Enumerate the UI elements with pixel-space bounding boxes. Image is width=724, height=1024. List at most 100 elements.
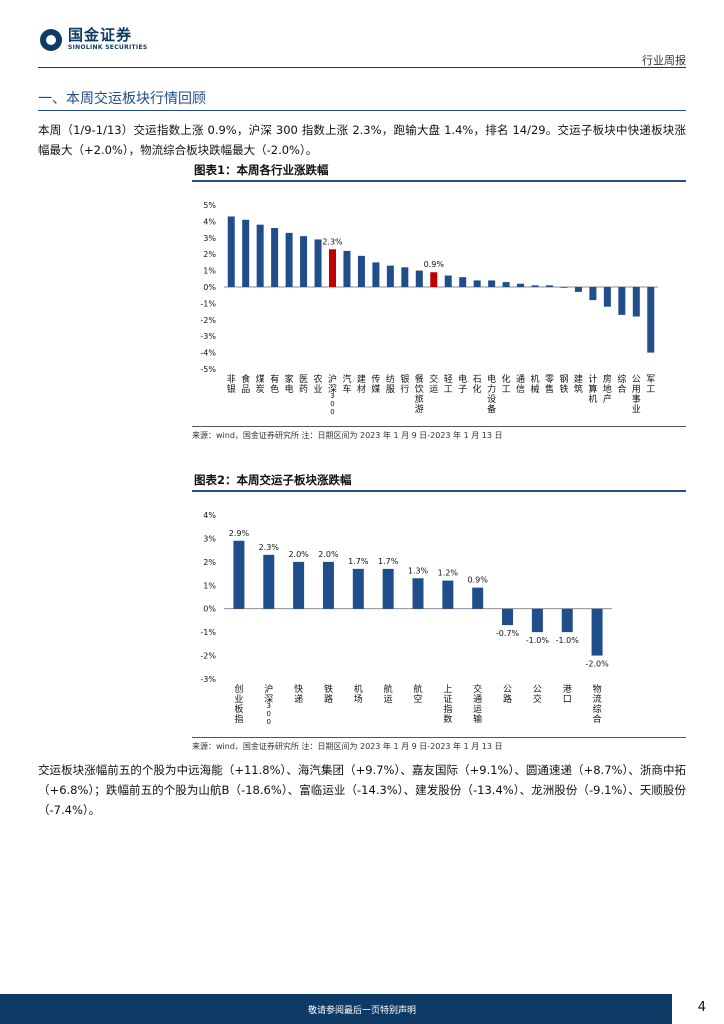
- y-tick-label: -4%: [200, 349, 216, 358]
- y-tick-label: 3%: [203, 534, 216, 543]
- bar: [256, 224, 264, 287]
- category-label: 餐饮旅游: [415, 373, 424, 415]
- bar: [352, 568, 364, 609]
- section-divider: [38, 110, 686, 111]
- bar: [488, 280, 496, 287]
- y-tick-label: -2%: [200, 652, 216, 661]
- y-tick-label: -3%: [200, 675, 216, 684]
- bar: [618, 287, 626, 315]
- category-label: 快递: [294, 683, 303, 705]
- paragraph-stocks: 交运板块涨幅前五的个股为中远海能（+11.8%）、海汽集团（+9.7%）、嘉友国…: [38, 763, 686, 817]
- category-label: 汽车: [342, 373, 351, 395]
- y-tick-label: 3%: [203, 234, 216, 243]
- bar: [560, 287, 568, 288]
- y-tick-label: -2%: [200, 316, 216, 325]
- data-label: -2.0%: [585, 660, 609, 669]
- y-tick-label: 1%: [203, 581, 216, 590]
- footer-disclaimer: 敬请参阅最后一页特别声明: [307, 1006, 416, 1016]
- logo-cn-text: 国金证券: [68, 26, 133, 44]
- y-tick-label: 1%: [203, 267, 216, 276]
- bar: [531, 608, 543, 633]
- y-tick-label: 0%: [203, 283, 216, 292]
- bar: [473, 280, 481, 287]
- category-label: 沪深 3 0 0: [328, 373, 337, 416]
- bar: [444, 275, 452, 287]
- category-label: 非银: [227, 373, 236, 395]
- category-label: 军工: [646, 374, 655, 395]
- bar: [357, 255, 365, 287]
- bar: [561, 608, 573, 633]
- category-label: 上证指数: [443, 684, 452, 725]
- y-tick-label: 0%: [203, 605, 216, 614]
- figure1-source-line: [192, 426, 686, 427]
- category-label: 纺服: [386, 373, 395, 395]
- bar: [574, 287, 582, 292]
- y-tick-label: -1%: [200, 299, 216, 308]
- bar: [546, 285, 553, 287]
- page-number: 4: [697, 1000, 706, 1015]
- category-label: 机械: [531, 373, 540, 395]
- company-logo: 国金证券 SINOLINK SECURITIES: [40, 28, 147, 51]
- category-label: 零售: [545, 374, 554, 395]
- category-label: 医药: [299, 374, 308, 395]
- bar: [632, 287, 640, 317]
- y-tick-label: 2%: [203, 558, 216, 567]
- logo-en-text: SINOLINK SECURITIES: [68, 44, 148, 51]
- bar: [502, 608, 514, 626]
- bar: [242, 219, 250, 287]
- category-label: 交通运输: [473, 683, 482, 725]
- bar: [263, 554, 275, 609]
- logo-icon: [40, 28, 62, 51]
- data-label: -0.7%: [496, 629, 520, 638]
- bar: [415, 270, 423, 287]
- bar: [442, 580, 454, 609]
- bar: [502, 282, 510, 287]
- figure2-source-line: [192, 737, 686, 738]
- category-label: 公交: [533, 684, 542, 705]
- figure2-chart: 4% 3% 2% 1% 0% -1% -2% -3% 2.9% 创业板指 2.3% 沪深 3 0 0 2.0%…: [200, 511, 612, 726]
- figure1-title: 图表1：本周各行业涨跌幅: [194, 163, 329, 177]
- category-label: 创业板指: [234, 683, 243, 725]
- bar: [372, 262, 380, 287]
- header-divider: [38, 67, 686, 68]
- data-label: 1.2%: [438, 569, 459, 578]
- category-label: 石化: [473, 375, 482, 395]
- figure2-source: 来源：wind，国金证券研究所 注：日期区间为 2023 年 1 月 9 日-2…: [192, 742, 503, 751]
- data-label: -1.0%: [526, 636, 550, 645]
- paragraph-summary: 本周（1/9-1/13）交运指数上涨 0.9%，沪深 300 指数上涨 2.3%…: [38, 123, 686, 157]
- category-label: 航运: [384, 683, 393, 705]
- bar: [647, 287, 655, 353]
- bar: [233, 540, 245, 609]
- y-tick-label: 5%: [203, 201, 216, 210]
- doc-type: 行业周报: [642, 54, 686, 67]
- bar: [293, 561, 305, 609]
- page-footer: 敬请参阅最后一页特别声明 4: [0, 994, 724, 1024]
- bar: [382, 568, 394, 609]
- figure1-title-line: [192, 180, 686, 182]
- data-label: 1.3%: [408, 566, 429, 575]
- y-tick-label: -5%: [200, 365, 216, 374]
- data-label: 0.9%: [468, 576, 489, 585]
- category-label: 铁路: [324, 683, 333, 705]
- bar: [589, 287, 597, 301]
- category-label: 建筑: [574, 373, 583, 395]
- bar: [603, 287, 611, 307]
- bar: [412, 578, 424, 609]
- bar: [401, 267, 409, 287]
- category-label: 公路: [503, 684, 512, 705]
- category-label: 家电: [285, 373, 294, 395]
- bar: [531, 285, 539, 287]
- category-label: 港口: [563, 683, 572, 705]
- category-label: 电力设备: [487, 373, 496, 415]
- category-label: 食品: [241, 373, 250, 395]
- figure1-chart: 5% 4% 3% 2% 1% 0% -1% -2% -3% -4% -5% 非银食品煤炭有色家电医药农…: [200, 201, 658, 416]
- data-label: 2.9%: [229, 529, 250, 538]
- category-label: 航空: [413, 683, 422, 705]
- data-label: 1.7%: [378, 557, 399, 566]
- data-label: -1.0%: [556, 636, 580, 645]
- figure2-title: 图表2：本周交运子板块涨跌幅: [194, 473, 352, 487]
- y-tick-label: 2%: [203, 250, 216, 259]
- category-label: 计算机: [588, 373, 597, 405]
- bar: [285, 232, 293, 287]
- bar: [314, 239, 322, 287]
